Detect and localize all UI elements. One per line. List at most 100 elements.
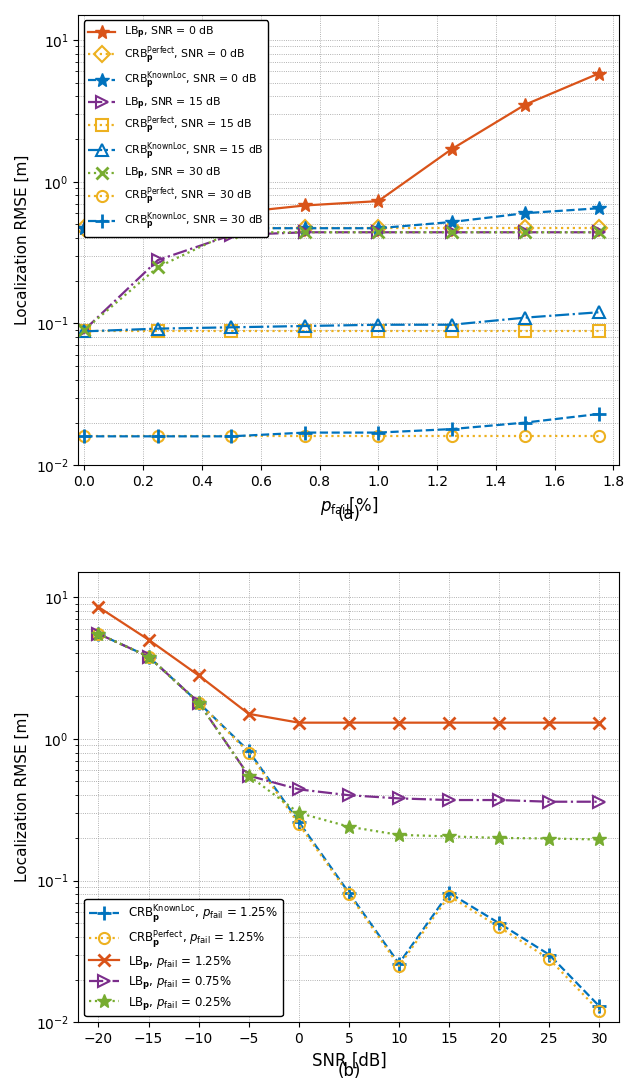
- Line: CRB$_\mathbf{p}^\mathrm{KnownLoc}$, SNR = 15 dB: CRB$_\mathbf{p}^\mathrm{KnownLoc}$, SNR …: [78, 307, 605, 338]
- CRB$_\mathbf{p}^\mathrm{Perfect}$, SNR = 0 dB: [522, 222, 529, 235]
- LB$_\mathbf{p}$, SNR = 30 dB: [154, 261, 162, 274]
- CRB$_\mathbf{p}^\mathrm{Perfect}$, SNR = 30 dB: [374, 429, 382, 442]
- LB$_\mathbf{p}$, SNR = 30 dB: [595, 226, 603, 239]
- CRB$_\mathbf{p}^\mathrm{KnownLoc}$, SNR = 0 dB: [154, 222, 162, 235]
- CRB$_\mathbf{p}^\mathrm{KnownLoc}$, $p_\mathrm{fail}$ = 1.25%: [595, 1000, 603, 1013]
- Line: LB$_\mathbf{p}$, SNR = 0 dB: LB$_\mathbf{p}$, SNR = 0 dB: [77, 66, 605, 235]
- LB$_\mathbf{p}$, $p_\mathrm{fail}$ = 1.25%: [545, 716, 553, 729]
- LB$_\mathbf{p}$, $p_\mathrm{fail}$ = 1.25%: [195, 669, 202, 682]
- CRB$_\mathbf{p}^\mathrm{KnownLoc}$, $p_\mathrm{fail}$ = 1.25%: [345, 886, 353, 899]
- LB$_\mathbf{p}$, SNR = 15 dB: [81, 324, 88, 337]
- LB$_\mathbf{p}$, $p_\mathrm{fail}$ = 1.25%: [595, 716, 603, 729]
- LB$_\mathbf{p}$, $p_\mathrm{fail}$ = 0.75%: [195, 696, 202, 709]
- CRB$_\mathbf{p}^\mathrm{KnownLoc}$, SNR = 0 dB: [448, 215, 456, 228]
- CRB$_\mathbf{p}^\mathrm{Perfect}$, SNR = 15 dB: [301, 325, 308, 338]
- CRB$_\mathbf{p}^\mathrm{KnownLoc}$, $p_\mathrm{fail}$ = 1.25%: [95, 627, 102, 640]
- LB$_\mathbf{p}$, $p_\mathrm{fail}$ = 1.25%: [295, 716, 303, 729]
- LB$_\mathbf{p}$, $p_\mathrm{fail}$ = 0.75%: [395, 791, 403, 804]
- Line: LB$_\mathbf{p}$, SNR = 30 dB: LB$_\mathbf{p}$, SNR = 30 dB: [78, 226, 605, 336]
- CRB$_\mathbf{p}^\mathrm{KnownLoc}$, SNR = 0 dB: [301, 222, 308, 235]
- CRB$_\mathbf{p}^\mathrm{Perfect}$, SNR = 15 dB: [448, 325, 456, 338]
- CRB$_\mathbf{p}^\mathrm{Perfect}$, SNR = 30 dB: [522, 429, 529, 442]
- LB$_\mathbf{p}$, SNR = 30 dB: [448, 226, 456, 239]
- X-axis label: $p_{\mathrm{fail}}$[%]: $p_{\mathrm{fail}}$[%]: [320, 495, 378, 516]
- Line: LB$_\mathbf{p}$, $p_\mathrm{fail}$ = 1.25%: LB$_\mathbf{p}$, $p_\mathrm{fail}$ = 1.2…: [92, 601, 605, 729]
- LB$_\mathbf{p}$, SNR = 0 dB: [154, 217, 162, 230]
- LB$_\mathbf{p}$, $p_\mathrm{fail}$ = 0.25%: [495, 832, 503, 845]
- CRB$_\mathbf{p}^\mathrm{KnownLoc}$, $p_\mathrm{fail}$ = 1.25%: [295, 815, 303, 828]
- CRB$_\mathbf{p}^\mathrm{Perfect}$, $p_\mathrm{fail}$ = 1.25%: [345, 888, 353, 901]
- LB$_\mathbf{p}$, $p_\mathrm{fail}$ = 1.25%: [345, 716, 353, 729]
- CRB$_\mathbf{p}^\mathrm{KnownLoc}$, $p_\mathrm{fail}$ = 1.25%: [395, 957, 403, 970]
- LB$_\mathbf{p}$, $p_\mathrm{fail}$ = 0.25%: [145, 650, 152, 663]
- CRB$_\mathbf{p}^\mathrm{Perfect}$, SNR = 30 dB: [154, 429, 162, 442]
- LB$_\mathbf{p}$, SNR = 30 dB: [522, 226, 529, 239]
- Line: LB$_\mathbf{p}$, $p_\mathrm{fail}$ = 0.75%: LB$_\mathbf{p}$, $p_\mathrm{fail}$ = 0.7…: [92, 627, 605, 808]
- CRB$_\mathbf{p}^\mathrm{Perfect}$, $p_\mathrm{fail}$ = 1.25%: [545, 952, 553, 965]
- Line: LB$_\mathbf{p}$, $p_\mathrm{fail}$ = 0.25%: LB$_\mathbf{p}$, $p_\mathrm{fail}$ = 0.2…: [92, 627, 606, 847]
- CRB$_\mathbf{p}^\mathrm{KnownLoc}$, SNR = 30 dB: [522, 416, 529, 429]
- CRB$_\mathbf{p}^\mathrm{Perfect}$, SNR = 15 dB: [595, 325, 603, 338]
- LB$_\mathbf{p}$, SNR = 15 dB: [227, 228, 235, 241]
- CRB$_\mathbf{p}^\mathrm{KnownLoc}$, SNR = 15 dB: [374, 318, 382, 332]
- CRB$_\mathbf{p}^\mathrm{KnownLoc}$, SNR = 15 dB: [448, 318, 456, 332]
- CRB$_\mathbf{p}^\mathrm{KnownLoc}$, SNR = 15 dB: [301, 320, 308, 333]
- LB$_\mathbf{p}$, SNR = 15 dB: [595, 226, 603, 239]
- CRB$_\mathbf{p}^\mathrm{KnownLoc}$, SNR = 30 dB: [595, 408, 603, 421]
- CRB$_\mathbf{p}^\mathrm{Perfect}$, SNR = 15 dB: [154, 325, 162, 338]
- LB$_\mathbf{p}$, SNR = 0 dB: [81, 222, 88, 235]
- LB$_\mathbf{p}$, $p_\mathrm{fail}$ = 0.75%: [245, 770, 253, 783]
- CRB$_\mathbf{p}^\mathrm{KnownLoc}$, $p_\mathrm{fail}$ = 1.25%: [245, 745, 253, 758]
- CRB$_\mathbf{p}^\mathrm{Perfect}$, $p_\mathrm{fail}$ = 1.25%: [195, 696, 202, 709]
- CRB$_\mathbf{p}^\mathrm{KnownLoc}$, SNR = 30 dB: [81, 429, 88, 442]
- CRB$_\mathbf{p}^\mathrm{KnownLoc}$, SNR = 30 dB: [448, 423, 456, 436]
- CRB$_\mathbf{p}^\mathrm{Perfect}$, SNR = 15 dB: [81, 325, 88, 338]
- Line: CRB$_\mathbf{p}^\mathrm{KnownLoc}$, $p_\mathrm{fail}$ = 1.25%: CRB$_\mathbf{p}^\mathrm{KnownLoc}$, $p_\…: [92, 627, 606, 1013]
- LB$_\mathbf{p}$, $p_\mathrm{fail}$ = 0.25%: [595, 833, 603, 846]
- LB$_\mathbf{p}$, $p_\mathrm{fail}$ = 0.25%: [95, 627, 102, 640]
- CRB$_\mathbf{p}^\mathrm{Perfect}$, SNR = 0 dB: [595, 222, 603, 235]
- CRB$_\mathbf{p}^\mathrm{KnownLoc}$, $p_\mathrm{fail}$ = 1.25%: [195, 696, 202, 709]
- Line: CRB$_\mathbf{p}^\mathrm{Perfect}$, SNR = 15 dB: CRB$_\mathbf{p}^\mathrm{Perfect}$, SNR =…: [79, 326, 604, 337]
- CRB$_\mathbf{p}^\mathrm{KnownLoc}$, SNR = 0 dB: [81, 222, 88, 235]
- CRB$_\mathbf{p}^\mathrm{KnownLoc}$, SNR = 15 dB: [522, 311, 529, 324]
- CRB$_\mathbf{p}^\mathrm{KnownLoc}$, SNR = 0 dB: [595, 202, 603, 215]
- LB$_\mathbf{p}$, $p_\mathrm{fail}$ = 0.75%: [295, 783, 303, 796]
- LB$_\mathbf{p}$, $p_\mathrm{fail}$ = 0.25%: [295, 807, 303, 820]
- Y-axis label: Localization RMSE [m]: Localization RMSE [m]: [15, 155, 30, 325]
- CRB$_\mathbf{p}^\mathrm{KnownLoc}$, SNR = 30 dB: [227, 429, 235, 442]
- Line: CRB$_\mathbf{p}^\mathrm{Perfect}$, SNR = 0 dB: CRB$_\mathbf{p}^\mathrm{Perfect}$, SNR =…: [79, 223, 604, 234]
- CRB$_\mathbf{p}^\mathrm{KnownLoc}$, SNR = 0 dB: [522, 207, 529, 220]
- LB$_\mathbf{p}$, $p_\mathrm{fail}$ = 1.25%: [495, 716, 503, 729]
- X-axis label: SNR [dB]: SNR [dB]: [312, 1051, 387, 1070]
- Line: CRB$_\mathbf{p}^\mathrm{KnownLoc}$, SNR = 30 dB: CRB$_\mathbf{p}^\mathrm{KnownLoc}$, SNR …: [77, 407, 605, 443]
- Y-axis label: Localization RMSE [m]: Localization RMSE [m]: [15, 712, 30, 883]
- CRB$_\mathbf{p}^\mathrm{Perfect}$, SNR = 0 dB: [448, 222, 456, 235]
- CRB$_\mathbf{p}^\mathrm{Perfect}$, SNR = 0 dB: [154, 222, 162, 235]
- CRB$_\mathbf{p}^\mathrm{Perfect}$, SNR = 30 dB: [448, 429, 456, 442]
- CRB$_\mathbf{p}^\mathrm{Perfect}$, SNR = 0 dB: [374, 222, 382, 235]
- LB$_\mathbf{p}$, SNR = 15 dB: [448, 226, 456, 239]
- Legend: LB$_\mathbf{p}$, SNR = 0 dB, CRB$_\mathbf{p}^\mathrm{Perfect}$, SNR = 0 dB, CRB$: LB$_\mathbf{p}$, SNR = 0 dB, CRB$_\mathb…: [84, 21, 268, 237]
- LB$_\mathbf{p}$, SNR = 0 dB: [301, 199, 308, 212]
- LB$_\mathbf{p}$, $p_\mathrm{fail}$ = 0.25%: [245, 770, 253, 783]
- CRB$_\mathbf{p}^\mathrm{KnownLoc}$, SNR = 0 dB: [227, 222, 235, 235]
- Text: (a): (a): [337, 505, 360, 523]
- LB$_\mathbf{p}$, $p_\mathrm{fail}$ = 0.25%: [345, 821, 353, 834]
- LB$_\mathbf{p}$, SNR = 15 dB: [301, 226, 308, 239]
- LB$_\mathbf{p}$, $p_\mathrm{fail}$ = 0.75%: [595, 796, 603, 809]
- CRB$_\mathbf{p}^\mathrm{KnownLoc}$, $p_\mathrm{fail}$ = 1.25%: [545, 948, 553, 961]
- CRB$_\mathbf{p}^\mathrm{Perfect}$, SNR = 0 dB: [227, 222, 235, 235]
- LB$_\mathbf{p}$, SNR = 15 dB: [374, 226, 382, 239]
- LB$_\mathbf{p}$, $p_\mathrm{fail}$ = 1.25%: [445, 716, 453, 729]
- CRB$_\mathbf{p}^\mathrm{KnownLoc}$, SNR = 0 dB: [374, 222, 382, 235]
- CRB$_\mathbf{p}^\mathrm{Perfect}$, SNR = 30 dB: [595, 429, 603, 442]
- CRB$_\mathbf{p}^\mathrm{Perfect}$, $p_\mathrm{fail}$ = 1.25%: [145, 650, 152, 663]
- Line: CRB$_\mathbf{p}^\mathrm{Perfect}$, $p_\mathrm{fail}$ = 1.25%: CRB$_\mathbf{p}^\mathrm{Perfect}$, $p_\m…: [93, 628, 605, 1016]
- LB$_\mathbf{p}$, SNR = 30 dB: [81, 324, 88, 337]
- LB$_\mathbf{p}$, $p_\mathrm{fail}$ = 0.25%: [395, 828, 403, 841]
- CRB$_\mathbf{p}^\mathrm{Perfect}$, SNR = 0 dB: [81, 222, 88, 235]
- LB$_\mathbf{p}$, $p_\mathrm{fail}$ = 0.75%: [495, 794, 503, 807]
- LB$_\mathbf{p}$, SNR = 0 dB: [227, 207, 235, 220]
- CRB$_\mathbf{p}^\mathrm{Perfect}$, $p_\mathrm{fail}$ = 1.25%: [395, 960, 403, 973]
